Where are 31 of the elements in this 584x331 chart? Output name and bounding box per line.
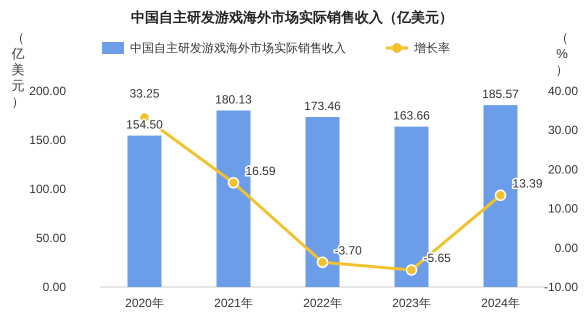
y-tick-label: 150.00 [29,133,66,147]
data-label: 163.66 [393,108,430,123]
legend-label: 增长率 [413,41,450,55]
x-tick-label: 2024年 [481,296,520,310]
data-label: 185.57 [482,87,520,102]
y-tick-label: 200.00 [29,84,66,98]
point [228,177,240,189]
legend-label: 中国自主研发游戏海外市场实际销售收入 [130,41,346,55]
data-label: 180.13 [215,92,252,106]
y2-tick-label: 30.00 [548,123,578,138]
y2-tick-label: 0.00 [554,240,578,255]
chart-title: 中国自主研发游戏海外市场实际销售收入（亿美元） [131,9,453,25]
x-tick-label: 2020年 [125,296,164,310]
point [494,190,506,202]
point [406,264,418,276]
y2-tick-label: 10.00 [548,202,578,216]
y2-tick-label: 40.00 [548,84,578,98]
x-tick-label: 2023年 [392,296,431,310]
y-tick-label: 100.00 [29,182,66,196]
data-label: 33.25 [129,86,160,100]
y-tick-label: 50.00 [36,231,66,245]
y2label: （%） [556,30,568,77]
x-tick-label: 2022年 [303,296,342,310]
y2-tick-label: 20.00 [548,162,578,176]
y-tick-label: 0.00 [42,280,66,294]
bar [128,136,162,287]
data-label: 173.46 [304,99,342,114]
point [316,256,328,268]
y2-tick-label: -10.00 [544,280,578,294]
x-tick-label: 2021年 [214,296,253,310]
ylabel: （亿美元） [12,30,24,109]
